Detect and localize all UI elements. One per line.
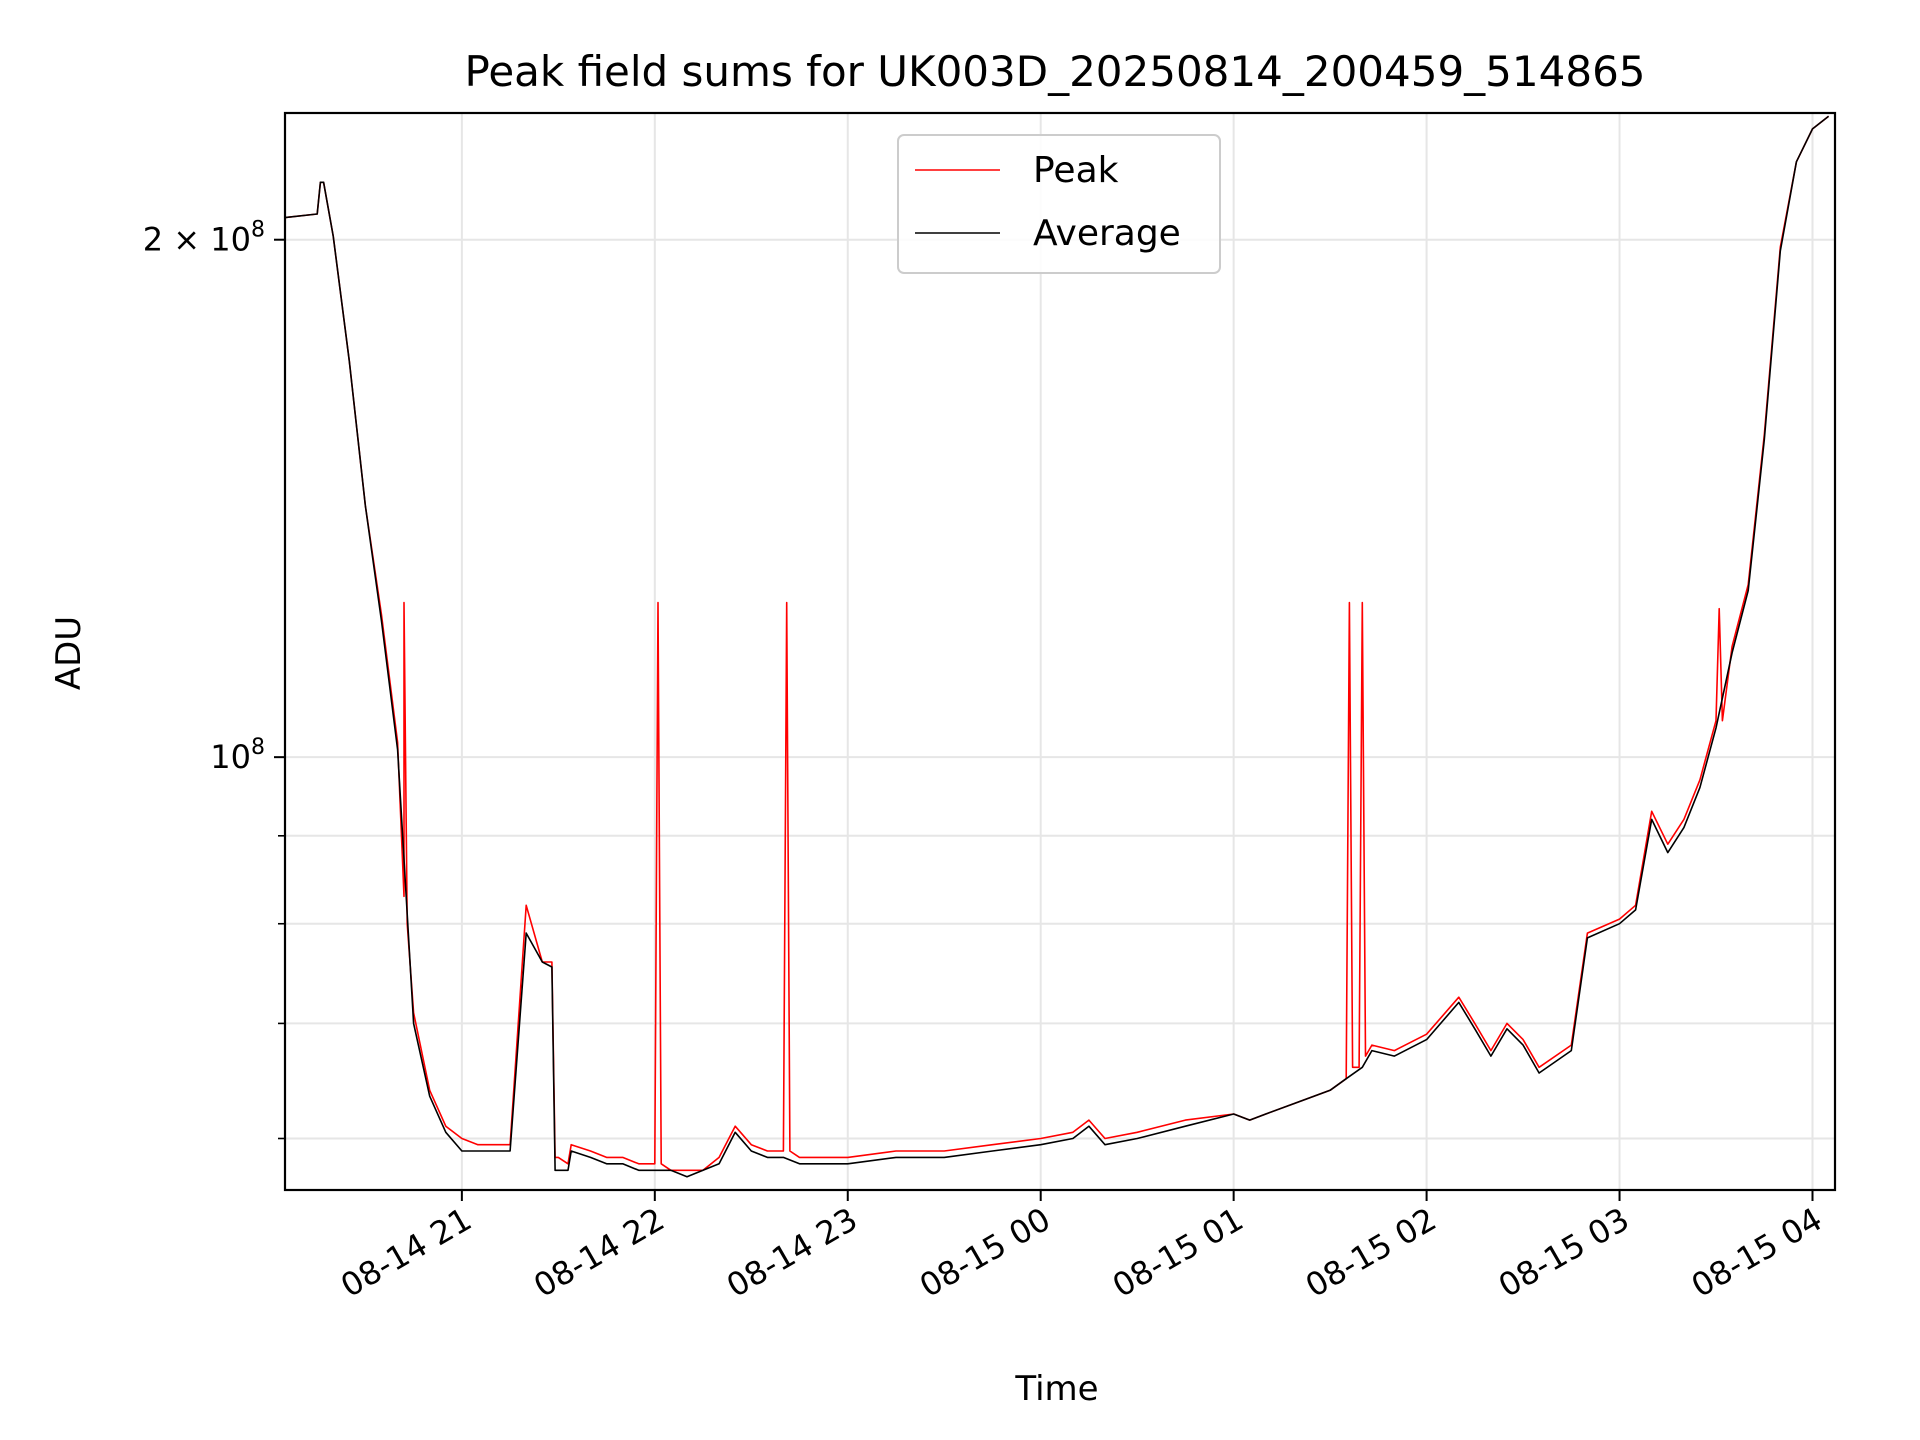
- y-tick-label: 2 × 108: [143, 218, 265, 259]
- series-peak-line: [284, 115, 1830, 1172]
- legend-label-average: Average: [1033, 213, 1181, 254]
- series-layer: [284, 115, 1830, 1178]
- chart-title: Peak field sums for UK003D_20250814_2004…: [464, 47, 1645, 96]
- y-axis-label: ADU: [49, 616, 89, 690]
- legend: Peak Average: [897, 134, 1221, 274]
- x-axis-label: Time: [1014, 1369, 1098, 1409]
- legend-label-peak: Peak: [1033, 150, 1119, 191]
- series-average-line: [284, 115, 1830, 1178]
- y-tick-label: 108: [210, 735, 265, 776]
- plot-frame: [283, 111, 1837, 1192]
- y-axis: 108 2 × 108: [143, 218, 285, 1140]
